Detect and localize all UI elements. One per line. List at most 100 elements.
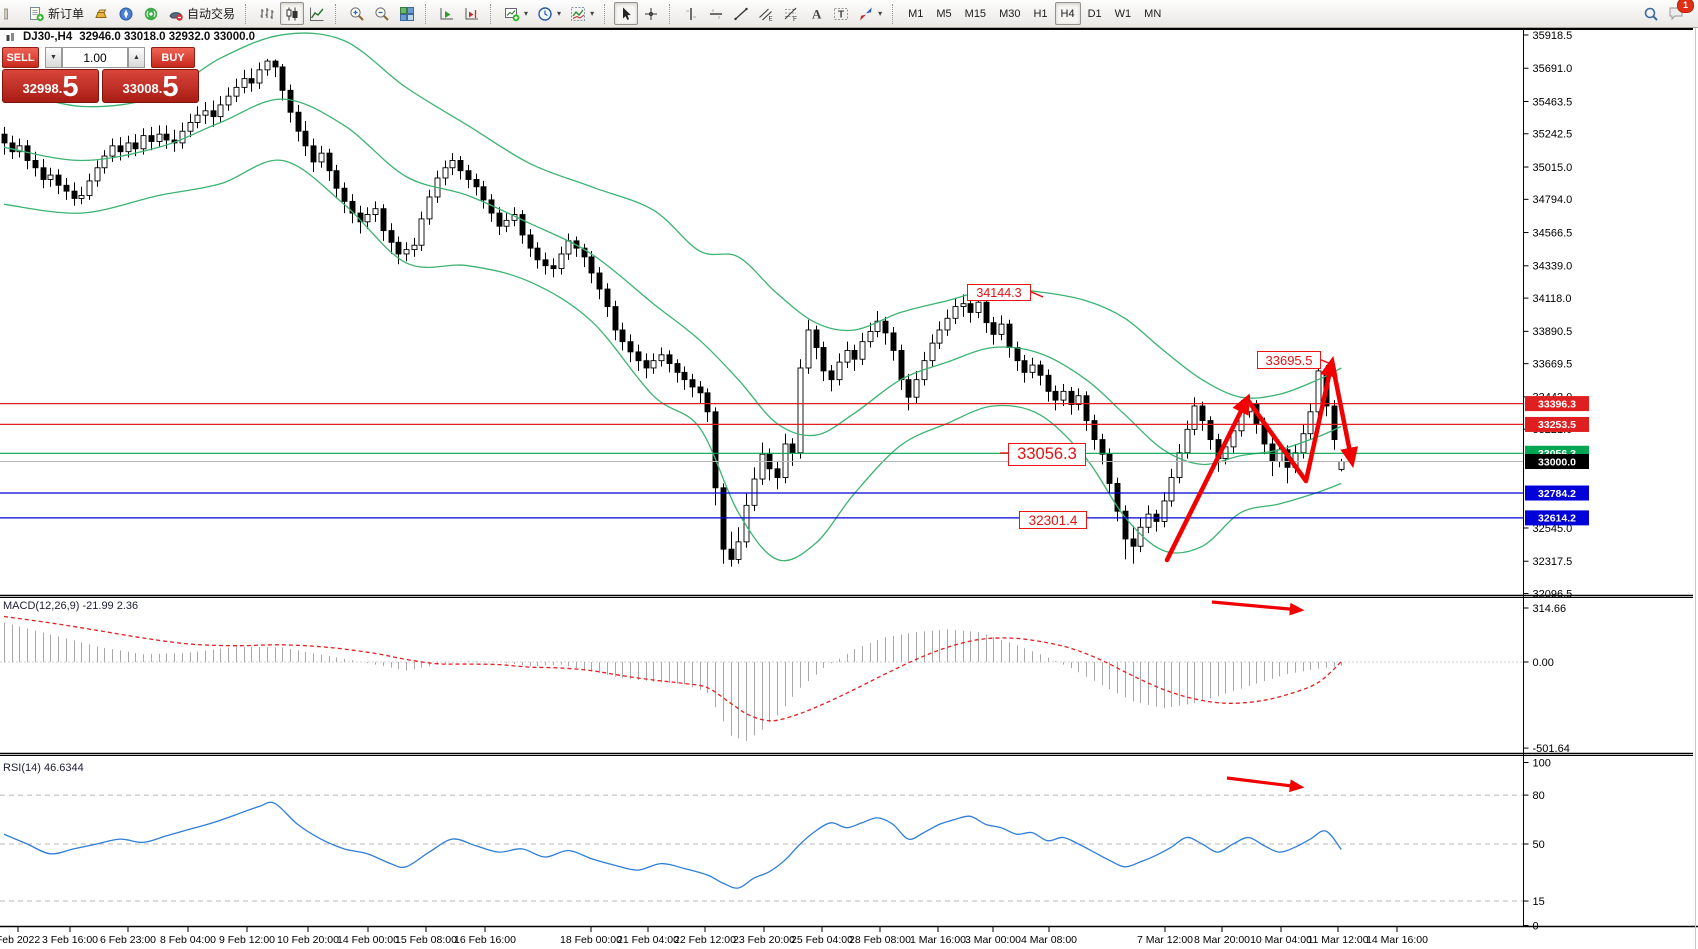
vertical-line-icon: [686, 7, 697, 20]
navigator-button[interactable]: [114, 2, 138, 25]
svg-text:21 Feb 04:00: 21 Feb 04:00: [617, 934, 679, 946]
equidistant-channel-icon: E: [759, 8, 773, 22]
volume-decrease-button[interactable]: ▼: [45, 47, 62, 68]
time-axis[interactable]: Feb 2022 3 Feb 16:00 6 Feb 23:00 8 Feb 04:0…: [0, 927, 1428, 946]
annotation-connector: [1318, 358, 1332, 365]
auto-scroll-button[interactable]: [435, 2, 459, 25]
text-label-button[interactable]: T: [829, 2, 853, 25]
macd-trend-arrow[interactable]: [1211, 600, 1305, 616]
auto-scroll-icon: [440, 7, 454, 19]
rsi-trend-arrow[interactable]: [1226, 776, 1305, 793]
crosshair-icon: [645, 7, 658, 20]
fibonacci-button[interactable]: F: [779, 2, 803, 25]
new-order-icon: [30, 6, 44, 21]
volume-input[interactable]: [62, 47, 128, 68]
annotation-low-32301[interactable]: 32301.4: [1019, 511, 1087, 529]
toolbar-separator: [335, 3, 341, 24]
buy-button[interactable]: BUY: [151, 47, 195, 68]
svg-text:34339.0: 34339.0: [1533, 261, 1573, 273]
chevron-down-icon: ▾: [524, 9, 529, 18]
market-watch-button[interactable]: [89, 2, 113, 25]
rsi-indicator-label: RSI(14) 46.6344: [3, 762, 84, 774]
equidistant-channel-button[interactable]: E: [754, 2, 778, 25]
timeframe-D1[interactable]: D1: [1082, 2, 1108, 25]
arrows-shapes-button[interactable]: ▾: [854, 2, 886, 25]
zigzag-trend-arrow[interactable]: [1164, 355, 1359, 563]
svg-text:25 Feb 04:00: 25 Feb 04:00: [791, 934, 853, 946]
period-clock-button[interactable]: ▾: [533, 2, 565, 25]
bollinger-middle-line[interactable]: [3, 98, 1342, 466]
volume-increase-button[interactable]: ▲: [128, 47, 145, 68]
tile-windows-icon: [400, 6, 415, 21]
chart-shift-button[interactable]: [460, 2, 484, 25]
notification-badge: 1: [1677, 0, 1694, 14]
timeframe-H1[interactable]: H1: [1027, 2, 1053, 25]
timeframe-M5[interactable]: M5: [930, 2, 957, 25]
svg-text:3 Mar 00:00: 3 Mar 00:00: [965, 934, 1021, 946]
svg-text:35918.5: 35918.5: [1533, 30, 1573, 42]
buy-price-display[interactable]: 33008. 5: [102, 69, 199, 103]
svg-text:15: 15: [1533, 896, 1545, 908]
sell-price-display[interactable]: 32998. 5: [2, 69, 99, 103]
annotation-high-34144[interactable]: 34144.3: [967, 284, 1031, 301]
indicators-button[interactable]: ▾: [566, 2, 598, 25]
caret-down-icon: ▼: [50, 54, 57, 61]
chevron-down-icon: ▾: [590, 9, 595, 18]
svg-text:34794.0: 34794.0: [1533, 194, 1573, 206]
search-button[interactable]: [1639, 2, 1663, 25]
bar-chart-icon: [260, 7, 274, 19]
timeframe-M15[interactable]: M15: [959, 2, 992, 25]
svg-text:-501.64: -501.64: [1533, 743, 1570, 755]
toolbar-edge-fragment-button[interactable]: [0, 2, 24, 25]
candlestick-chart-icon: [286, 7, 298, 20]
trend-line-button[interactable]: [729, 2, 753, 25]
svg-text:7 Mar 12:00: 7 Mar 12:00: [1137, 934, 1193, 946]
svg-text:32096.5: 32096.5: [1533, 588, 1573, 600]
text-button[interactable]: A: [804, 2, 828, 25]
chevron-down-icon: ▾: [878, 9, 883, 18]
new-chart-button[interactable]: ▾: [500, 2, 532, 25]
new-order-button[interactable]: 新订单: [25, 2, 88, 25]
annotation-high-33695[interactable]: 33695.5: [1257, 351, 1321, 369]
cursor-button[interactable]: [614, 2, 639, 25]
timeframe-W1[interactable]: W1: [1109, 2, 1138, 25]
zoom-out-button[interactable]: [370, 2, 394, 25]
autotrading-button[interactable]: 自动交易: [164, 2, 239, 25]
svg-text:28 Feb 08:00: 28 Feb 08:00: [849, 934, 911, 946]
zoom-in-button[interactable]: [345, 2, 369, 25]
tile-windows-button[interactable]: [395, 2, 419, 25]
bar-chart-button[interactable]: [255, 2, 279, 25]
svg-text:10 Feb 20:00: 10 Feb 20:00: [277, 934, 339, 946]
market-watch-icon: [95, 9, 107, 18]
one-click-trading-panel: SELL ▼ ▲ BUY 32998. 5 33008. 5: [2, 47, 199, 103]
timeframe-MN[interactable]: MN: [1138, 2, 1167, 25]
broadcast-button[interactable]: [139, 2, 163, 25]
rsi-line: [3, 801, 1342, 889]
vertical-line-button[interactable]: [679, 2, 703, 25]
new-chart-icon: [505, 7, 520, 21]
svg-text:23 Feb 20:00: 23 Feb 20:00: [733, 934, 795, 946]
svg-text:9 Feb 12:00: 9 Feb 12:00: [219, 934, 275, 946]
caret-up-icon: ▲: [133, 54, 140, 61]
price-axis[interactable]: 35918.5 35691.0 35463.5 35242.5 35015.0 34794…: [1523, 30, 1590, 601]
svg-text:F: F: [793, 16, 797, 22]
horizontal-line-button[interactable]: [704, 2, 728, 25]
macd-indicator-label: MACD(12,26,9) -21.99 2.36: [3, 600, 139, 612]
svg-text:3 Feb 16:00: 3 Feb 16:00: [42, 934, 98, 946]
timeframe-H4[interactable]: H4: [1054, 2, 1081, 25]
svg-text:10 Mar 04:00: 10 Mar 04:00: [1250, 934, 1312, 946]
sell-button[interactable]: SELL: [2, 47, 39, 68]
main-price-pane[interactable]: [1, 32, 1345, 567]
bollinger-upper-line[interactable]: [3, 32, 1342, 399]
annotation-level-33056[interactable]: 33056.3: [1008, 443, 1086, 466]
timeframe-M1[interactable]: M1: [902, 2, 929, 25]
svg-text:A: A: [812, 6, 822, 21]
candlestick-chart-button[interactable]: [280, 2, 305, 25]
timeframe-M30[interactable]: M30: [993, 2, 1026, 25]
line-chart-button[interactable]: [305, 2, 329, 25]
text-label-icon: T: [834, 7, 849, 20]
price-badge-33000.0: [1525, 453, 1589, 469]
crosshair-button[interactable]: [639, 2, 663, 25]
